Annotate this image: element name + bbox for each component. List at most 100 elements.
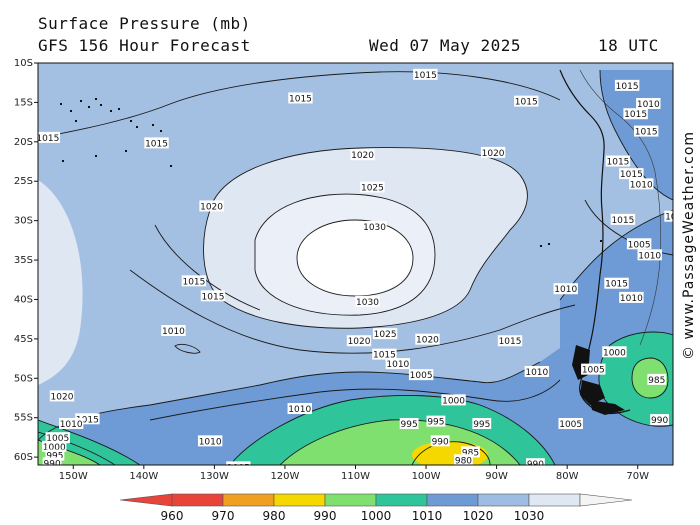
isobar-label: 1010 xyxy=(525,368,548,378)
isobar-label: 980 xyxy=(455,456,472,466)
isobar-label: 1005 xyxy=(46,434,69,444)
isobar-label-bg xyxy=(346,335,372,347)
isobar-label-bg xyxy=(199,200,224,212)
isobar-label: 1005 xyxy=(665,213,688,223)
isobar-label-bg xyxy=(287,403,312,415)
isobar-label: 1010 xyxy=(386,360,409,370)
isobar-label: 1015 xyxy=(515,98,538,108)
lon-tick-label: 130W xyxy=(200,471,229,482)
isobar-label: 1015 xyxy=(605,280,628,290)
colorbar-label: 960 xyxy=(161,509,184,523)
isobar-label-bg xyxy=(42,440,67,452)
isobar-label-bg xyxy=(526,458,545,465)
isobar-label: 1025 xyxy=(374,330,397,340)
pressure-colorbar: 960 970 980 990 1000 1010 1020 1030 xyxy=(119,493,633,523)
isobar-label-bg xyxy=(181,275,207,287)
isobar-label: 1010 xyxy=(162,327,185,337)
isobar-label: 985 xyxy=(462,448,479,458)
colorbar-high-tip xyxy=(579,493,633,507)
isobar-label-bg xyxy=(497,335,523,347)
isobar-label-bg xyxy=(619,291,644,303)
isobar-label-bg xyxy=(602,346,627,358)
isobar-label: 1005 xyxy=(559,420,582,430)
isobar-label-bg xyxy=(75,413,100,425)
isobar-label: 1015 xyxy=(145,139,168,149)
pressure-band-west xyxy=(38,180,83,385)
high-pressure-center xyxy=(297,220,413,296)
isobar-label: 990 xyxy=(44,459,61,469)
isobar-label-bg xyxy=(161,325,186,336)
colorbar-segment xyxy=(426,493,479,507)
isobar-label-bg xyxy=(664,210,673,222)
isobar-label-bg xyxy=(626,238,652,250)
forecast-label: GFS 156 Hour Forecast xyxy=(38,36,251,55)
isobar-label-bg xyxy=(553,283,578,295)
lon-tick-label: 110W xyxy=(341,471,370,482)
isobar-label-bg xyxy=(629,178,654,190)
isobar-label: 985 xyxy=(648,376,665,386)
lon-tick-label: 100W xyxy=(412,471,441,482)
lon-tick-label: 120W xyxy=(270,471,299,482)
colorbar-segment xyxy=(324,493,377,507)
isobar-label: 1015 xyxy=(36,134,59,144)
lat-tick-label: 30S xyxy=(14,216,33,227)
map-title: Surface Pressure (mb) xyxy=(38,14,251,33)
isobar-label-bg xyxy=(426,415,446,427)
lat-tick-label: 40S xyxy=(14,294,33,305)
isobar-label-bg xyxy=(623,108,648,120)
isobar-label: 990 xyxy=(527,460,544,470)
lat-tick-label: 10S xyxy=(14,58,33,69)
isobar-label: 1010 xyxy=(288,405,311,415)
isobar-label: 1015 xyxy=(414,71,437,81)
isobar-label: 990 xyxy=(432,437,449,447)
isobar-label-bg xyxy=(441,394,466,406)
isobar-label-bg xyxy=(637,249,662,261)
longitude-axis: 150W 140W 130W 120W 110W 100W 90W 80W 70W xyxy=(59,465,649,482)
isobar-label: 1020 xyxy=(51,392,74,402)
colorbar-label: 980 xyxy=(263,509,286,523)
isobar-label: 1005 xyxy=(410,371,433,381)
isobar-label-bg xyxy=(650,414,669,426)
isobar-label-bg xyxy=(408,369,434,381)
isobar-label: 1010 xyxy=(620,294,643,304)
latitude-axis: 10S 15S 20S 25S 30S 35S 40S 45S 50S 55S 60S xyxy=(14,58,38,463)
isobar-label-bg xyxy=(614,79,640,91)
lon-tick-label: 80W xyxy=(556,471,579,482)
lat-tick-label: 55S xyxy=(14,413,33,424)
isobar-label: 1010 xyxy=(554,285,577,295)
isobar-label-bg xyxy=(350,149,375,161)
lat-tick-label: 60S xyxy=(14,452,33,463)
colorbar-segment xyxy=(171,493,224,507)
colorbar-segment xyxy=(222,493,275,507)
isobar-label: 1015 xyxy=(611,216,634,226)
isobar-label-bg xyxy=(42,457,62,465)
colorbar-label: 1020 xyxy=(463,509,494,523)
isobar-label: 995 xyxy=(473,420,490,430)
isobar-label-bg xyxy=(360,181,385,193)
isobar-label: 995 xyxy=(401,420,418,430)
lon-tick-label: 140W xyxy=(129,471,158,482)
isobar-label-bg xyxy=(288,92,313,104)
isobar-label-bg xyxy=(372,328,398,340)
lat-tick-label: 45S xyxy=(14,334,33,345)
colorbar-segment xyxy=(528,493,581,507)
isobar-label: 1015 xyxy=(620,170,643,180)
isobar-label-bg xyxy=(454,454,473,465)
isobar-label: 1015 xyxy=(373,351,396,361)
isobar-label-bg xyxy=(197,435,223,447)
forecast-time: 18 UTC xyxy=(598,36,659,55)
colorbar-segment xyxy=(477,493,530,507)
isobar-label-bg xyxy=(49,390,75,402)
lat-tick-label: 15S xyxy=(14,97,33,108)
isobar-label-bg xyxy=(372,348,397,360)
isobar-label-bg xyxy=(355,295,380,307)
isobar-label: 1015 xyxy=(289,94,312,104)
isobar-label: 1015 xyxy=(499,337,522,347)
isobar-label-bg xyxy=(524,365,550,377)
isobar-label: 1005 xyxy=(227,463,250,473)
isobar-label-bg xyxy=(45,449,65,461)
pacific-islands xyxy=(60,98,602,247)
isobar-label-bg xyxy=(604,277,629,289)
isobar-label: 1010 xyxy=(637,100,660,110)
